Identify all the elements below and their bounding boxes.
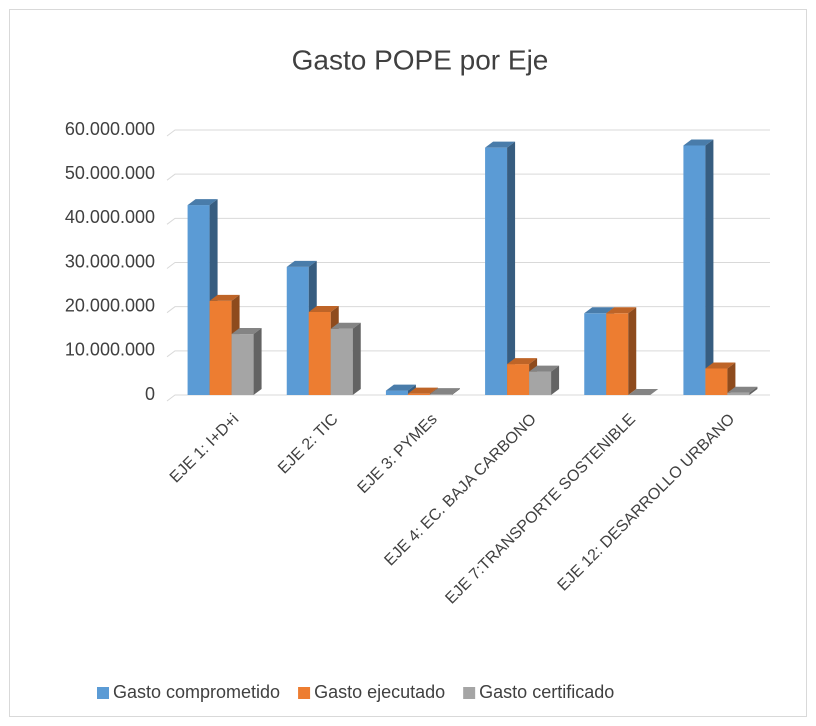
y-tick-label: 40.000.000 [65,207,155,227]
bar [330,322,361,395]
chart-title: Gasto POPE por Eje [292,44,549,75]
bar-front [407,393,430,395]
bar-front [308,311,331,395]
legend-swatch [463,687,476,699]
bar-top [628,389,659,395]
chart-frame [9,9,807,717]
bar-top [507,358,538,365]
grid-line [166,394,770,402]
bar-side [253,328,262,395]
bar-side [727,362,736,395]
bar [705,362,736,395]
y-tick-label: 50.000.000 [65,163,155,183]
grid-line [166,217,770,225]
bar-front [286,266,309,395]
bar [231,328,262,395]
bar [606,307,637,395]
bar [429,388,460,395]
grid-line [166,350,770,358]
bar-front [209,300,232,395]
y-tick-label: 10.000.000 [65,340,155,360]
legend-swatch [97,687,109,699]
bar-top [407,387,438,394]
bar-top [683,139,714,146]
bar-front [485,147,508,395]
bar-side [551,365,560,395]
bar-top [429,388,460,395]
bar-top [485,141,516,148]
grid-line [166,129,770,137]
grid-line [166,262,770,269]
bar [727,386,758,395]
bar-top [705,362,736,369]
grid-line [166,306,770,314]
bar-top [231,328,262,335]
bar-top [286,260,317,267]
bar [529,365,560,395]
bar-front [584,313,607,395]
bar-top [209,294,240,301]
bar-front [385,390,408,395]
bar-side [705,139,714,395]
y-tick-label: 60.000.000 [65,119,155,139]
bar-side [352,322,361,395]
bar-front [529,371,552,395]
bar-top [727,386,758,393]
bar-side [451,388,460,395]
bar-front [683,145,706,395]
bar-top [187,199,218,206]
bar-side [628,307,637,395]
legend-label: Gasto comprometido [113,682,280,702]
bar-side [507,141,516,395]
y-tick-label: 20.000.000 [65,295,155,315]
bar-top [606,307,637,314]
legend-swatch [298,687,311,699]
bar-front [727,392,750,395]
legend-label: Gasto ejecutado [314,682,445,702]
bar-front [330,328,353,395]
bar-front [187,205,210,395]
bar [683,139,714,395]
bar-top [308,305,339,312]
grid-line [166,173,770,181]
bar-front [231,334,254,395]
legend-label: Gasto certificado [479,682,614,702]
bar-front [705,368,728,395]
bar-front [507,364,530,395]
bar [485,141,516,395]
bar-front [606,313,629,395]
bar-top [584,307,615,314]
y-tick-label: 0 [145,384,155,404]
bar [628,389,659,395]
y-tick-label: 30.000.000 [65,251,155,271]
bar-side [749,386,758,395]
bar-top [529,365,560,372]
bar-front [429,394,452,395]
bar-top [385,384,416,391]
bar-top [330,322,361,329]
